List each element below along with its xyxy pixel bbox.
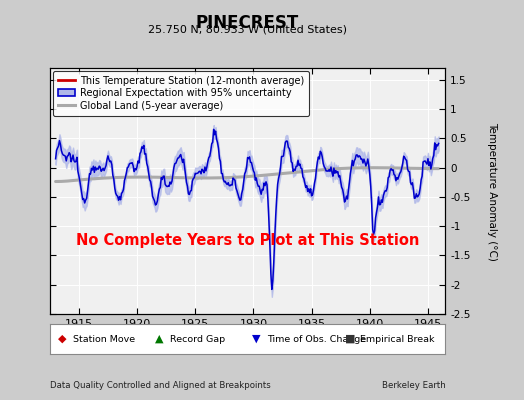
Text: ▲: ▲	[155, 334, 163, 344]
Text: Time of Obs. Change: Time of Obs. Change	[267, 334, 366, 344]
Text: Berkeley Earth: Berkeley Earth	[381, 381, 445, 390]
Text: Station Move: Station Move	[73, 334, 135, 344]
Text: Record Gap: Record Gap	[170, 334, 225, 344]
Text: ◆: ◆	[58, 334, 66, 344]
Y-axis label: Temperature Anomaly (°C): Temperature Anomaly (°C)	[487, 122, 497, 260]
Text: No Complete Years to Plot at This Station: No Complete Years to Plot at This Statio…	[76, 233, 419, 248]
Text: Empirical Break: Empirical Break	[359, 334, 434, 344]
Text: Data Quality Controlled and Aligned at Breakpoints: Data Quality Controlled and Aligned at B…	[50, 381, 270, 390]
Text: 25.750 N, 80.933 W (United States): 25.750 N, 80.933 W (United States)	[148, 25, 347, 35]
Legend: This Temperature Station (12-month average), Regional Expectation with 95% uncer: This Temperature Station (12-month avera…	[53, 71, 309, 116]
Text: ▼: ▼	[252, 334, 260, 344]
Text: ■: ■	[344, 334, 355, 344]
Text: PINECREST: PINECREST	[195, 14, 299, 32]
